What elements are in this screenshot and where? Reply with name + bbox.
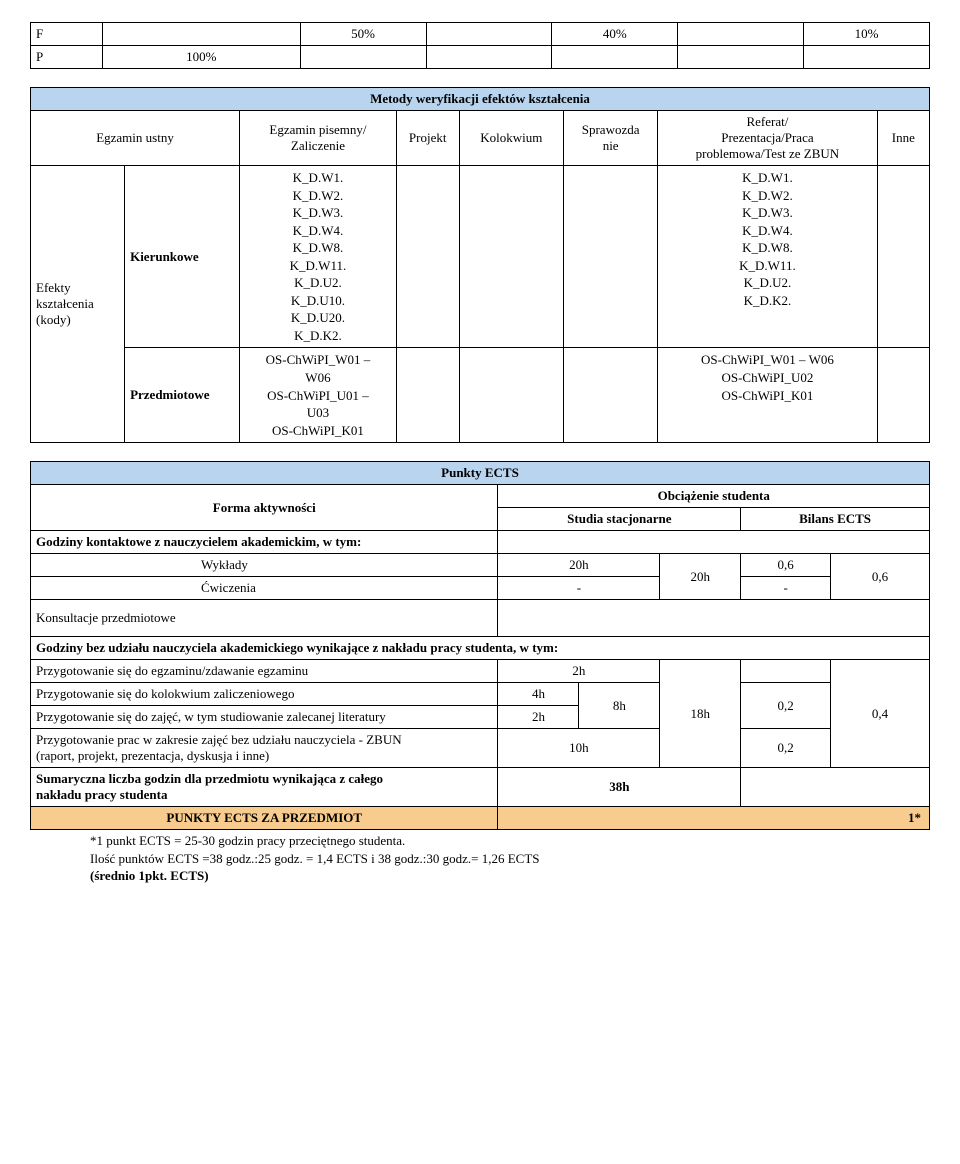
- cell: 10%: [804, 23, 930, 46]
- total-val: 1*: [498, 807, 930, 830]
- methods-table: Metody weryfikacji efektów kształcenia E…: [30, 87, 930, 443]
- cell: [300, 46, 426, 69]
- footnote-line: (średnio 1pkt. ECTS): [90, 867, 930, 885]
- cell: [741, 660, 831, 683]
- lectures-pts: 0,6: [741, 554, 831, 577]
- total-label: PUNKTY ECTS ZA PRZEDMIOT: [31, 807, 498, 830]
- methods-row-kierunkowe: Efekty kształcenia (kody) Kierunkowe K_D…: [31, 166, 930, 348]
- load-label: Obciążenie studenta: [498, 485, 930, 508]
- cell: [564, 166, 658, 348]
- lectures-tot: 0,6: [831, 554, 930, 600]
- cell: [804, 46, 930, 69]
- prep-zbun-pts: 0,2: [741, 729, 831, 768]
- sum-val: 38h: [498, 768, 741, 807]
- przedm-codes-b: OS-ChWiPI_W01 – W06 OS-ChWiPI_U02 OS-ChW…: [658, 348, 878, 443]
- prep-class-label: Przygotowanie się do zajęć, w tym studio…: [31, 706, 498, 729]
- cell: [426, 46, 552, 69]
- form-label: Forma aktywności: [31, 485, 498, 531]
- balance-label: Bilans ECTS: [741, 508, 930, 531]
- cell: [426, 23, 552, 46]
- cell: [678, 46, 804, 69]
- prep-exam-row: Przygotowanie się do egzaminu/zdawanie e…: [31, 660, 930, 683]
- cell-label: F: [31, 23, 103, 46]
- prep-zbun-row: Przygotowanie prac w zakresie zajęć bez …: [31, 729, 930, 768]
- prep-zbun-label: Przygotowanie prac w zakresie zajęć bez …: [31, 729, 498, 768]
- contact-hours-row: Godziny kontaktowe z nauczycielem akadem…: [31, 531, 930, 554]
- contact-hours: Godziny kontaktowe z nauczycielem akadem…: [31, 531, 498, 554]
- col-project: Projekt: [396, 111, 459, 166]
- kierunkowe-codes-b: K_D.W1. K_D.W2. K_D.W3. K_D.W4. K_D.W8. …: [658, 166, 878, 348]
- cell: 50%: [300, 23, 426, 46]
- prep-coll-mid: 8h: [579, 683, 660, 729]
- cell: [678, 23, 804, 46]
- prep-exam-val: 2h: [498, 660, 660, 683]
- big-mid: 18h: [660, 660, 741, 768]
- top-percent-table: F 50% 40% 10% P 100%: [30, 22, 930, 69]
- stationary-label: Studia stacjonarne: [498, 508, 741, 531]
- row-label-przedmiotowe: Przedmiotowe: [125, 348, 240, 443]
- no-teacher-label: Godziny bez udziału nauczyciela akademic…: [31, 637, 930, 660]
- cell: [396, 348, 459, 443]
- col-exam-written: Egzamin pisemny/ Zaliczenie: [240, 111, 397, 166]
- total-row: PUNKTY ECTS ZA PRZEDMIOT 1*: [31, 807, 930, 830]
- sum-label: Sumaryczna liczba godzin dla przedmiotu …: [31, 768, 498, 807]
- cell-label: P: [31, 46, 103, 69]
- ects-title-row: Punkty ECTS: [31, 462, 930, 485]
- col-report: Sprawozda nie: [564, 111, 658, 166]
- prep-coll-val: 4h: [498, 683, 579, 706]
- big-tot: 0,4: [831, 660, 930, 768]
- row-label-kierunkowe: Kierunkowe: [125, 166, 240, 348]
- cell: [459, 166, 564, 348]
- col-exam-oral: Egzamin ustny: [31, 111, 240, 166]
- prep-exam-label: Przygotowanie się do egzaminu/zdawanie e…: [31, 660, 498, 683]
- exercises-row: Ćwiczenia - -: [31, 577, 930, 600]
- prep-coll-label: Przygotowanie się do kolokwium zaliczeni…: [31, 683, 498, 706]
- methods-row-przedmiotowe: Przedmiotowe OS-ChWiPI_W01 – W06 OS-ChWi…: [31, 348, 930, 443]
- no-teacher-row: Godziny bez udziału nauczyciela akademic…: [31, 637, 930, 660]
- cell: [396, 166, 459, 348]
- methods-title: Metody weryfikacji efektów kształcenia: [31, 88, 930, 111]
- ects-table: Punkty ECTS Forma aktywności Obciążenie …: [30, 461, 930, 830]
- col-colloq: Kolokwium: [459, 111, 564, 166]
- col-presentation: Referat/ Prezentacja/Praca problemowa/Te…: [658, 111, 878, 166]
- exercises-pts: -: [741, 577, 831, 600]
- ects-title: Punkty ECTS: [31, 462, 930, 485]
- footnote-line: Ilość punktów ECTS =38 godz.:25 godz. = …: [90, 850, 930, 868]
- table-row: P 100%: [31, 46, 930, 69]
- methods-header-row: Egzamin ustny Egzamin pisemny/ Zaliczeni…: [31, 111, 930, 166]
- prep-coll-row: Przygotowanie się do kolokwium zaliczeni…: [31, 683, 930, 706]
- prep-zbun-val: 10h: [498, 729, 660, 768]
- cell: [498, 531, 930, 554]
- cell: [552, 46, 678, 69]
- lectures-mid: 20h: [660, 554, 741, 600]
- lectures-row: Wykłady 20h 20h 0,6 0,6: [31, 554, 930, 577]
- sum-row: Sumaryczna liczba godzin dla przedmiotu …: [31, 768, 930, 807]
- kierunkowe-codes-a: K_D.W1. K_D.W2. K_D.W3. K_D.W4. K_D.W8. …: [240, 166, 397, 348]
- cell: [102, 23, 300, 46]
- exercises-label: Ćwiczenia: [31, 577, 498, 600]
- cell: [498, 600, 930, 637]
- footnote-line: *1 punkt ECTS = 25-30 godzin pracy przec…: [90, 832, 930, 850]
- methods-title-row: Metody weryfikacji efektów kształcenia: [31, 88, 930, 111]
- footnotes: *1 punkt ECTS = 25-30 godzin pracy przec…: [90, 832, 930, 885]
- cell: [459, 348, 564, 443]
- prep-class-val: 2h: [498, 706, 579, 729]
- przedm-codes-a: OS-ChWiPI_W01 – W06 OS-ChWiPI_U01 – U03 …: [240, 348, 397, 443]
- lectures-label: Wykłady: [31, 554, 498, 577]
- cell: 100%: [102, 46, 300, 69]
- prep-coll-pts: 0,2: [741, 683, 831, 729]
- cell: [877, 348, 929, 443]
- side-label: Efekty kształcenia (kody): [31, 166, 125, 443]
- cell: 40%: [552, 23, 678, 46]
- cell: [877, 166, 929, 348]
- table-row: F 50% 40% 10%: [31, 23, 930, 46]
- ects-header-row: Forma aktywności Obciążenie studenta: [31, 485, 930, 508]
- col-other: Inne: [877, 111, 929, 166]
- cell: [741, 768, 930, 807]
- exercises-val: -: [498, 577, 660, 600]
- lectures-val: 20h: [498, 554, 660, 577]
- consult-label: Konsultacje przedmiotowe: [31, 600, 498, 637]
- cell: [564, 348, 658, 443]
- consult-row: Konsultacje przedmiotowe: [31, 600, 930, 637]
